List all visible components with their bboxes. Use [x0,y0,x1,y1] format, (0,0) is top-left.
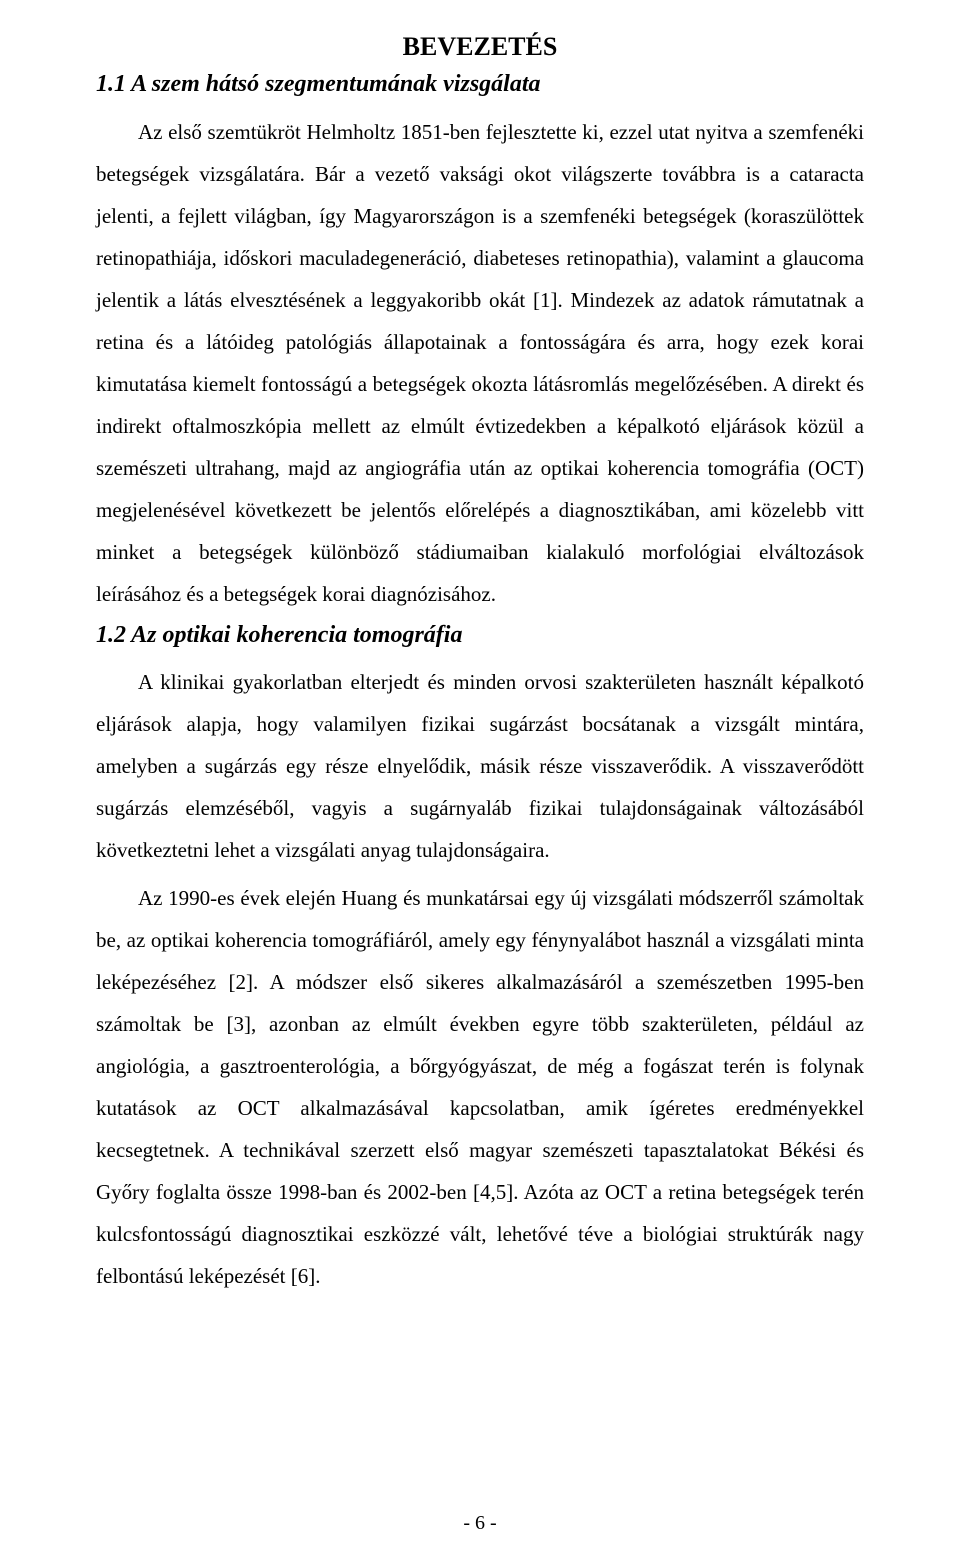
document-title: BEVEZETÉS [96,30,864,64]
section-2-paragraph-2: Az 1990-es évek elején Huang és munkatár… [96,877,864,1297]
page-number: - 6 - [0,1513,960,1533]
section-1-paragraph-1: Az első szemtükröt Helmholtz 1851-ben fe… [96,111,864,615]
section-2-heading: 1.2 Az optikai koherencia tomográfia [96,621,864,650]
section-2-paragraph-1: A klinikai gyakorlatban elterjedt és min… [96,661,864,871]
section-1-heading: 1.1 A szem hátsó szegmentumának vizsgála… [96,70,864,99]
